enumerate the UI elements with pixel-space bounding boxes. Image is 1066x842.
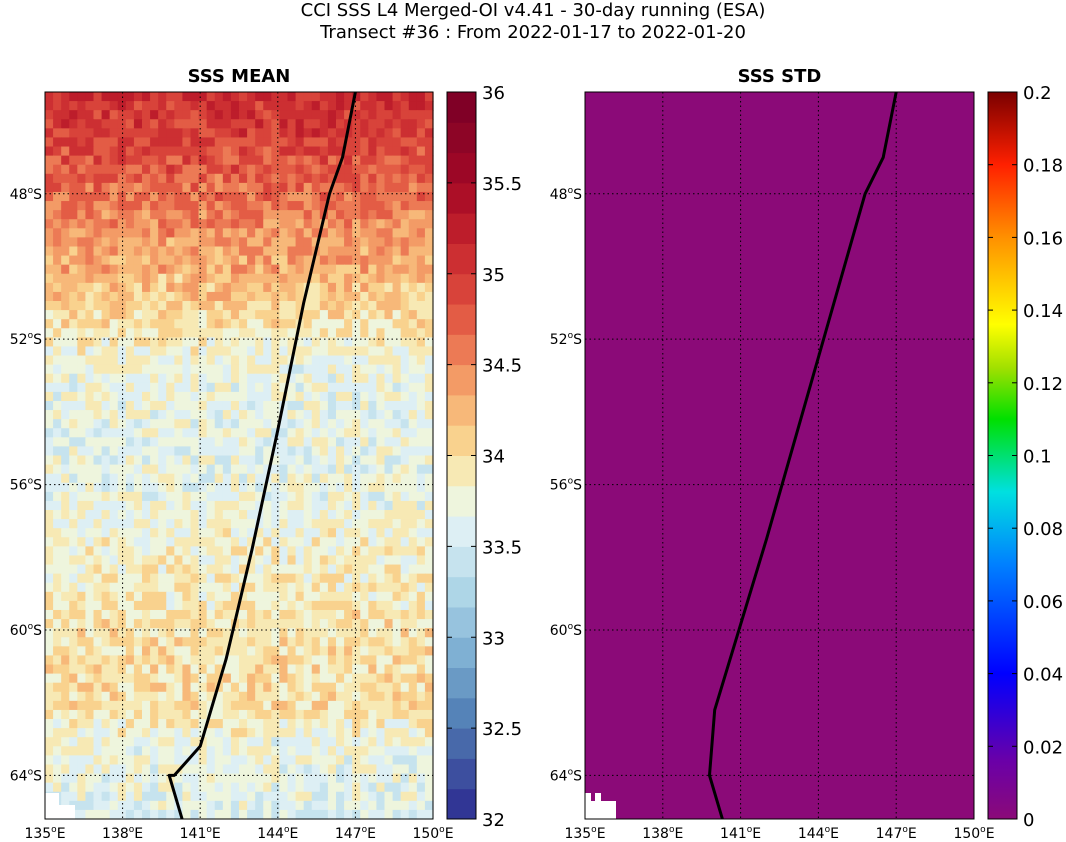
colorbar-tick-label: 0.08 xyxy=(1023,519,1063,540)
y-tick-label: 64oS xyxy=(10,767,42,784)
sss-std-panel xyxy=(584,91,975,820)
x-tick-label: 147oE xyxy=(876,825,917,842)
colorbar-tick-label: 33 xyxy=(482,628,505,649)
colorbar-swatch xyxy=(447,425,476,456)
transect-line xyxy=(167,91,357,820)
colorbar-swatch xyxy=(447,637,476,669)
std-field xyxy=(585,92,974,819)
x-tick-label: 141oE xyxy=(180,825,221,842)
colorbar-swatch xyxy=(447,273,476,305)
colorbar-swatch xyxy=(447,455,476,487)
colorbar-tick-label: 34.5 xyxy=(482,356,522,377)
colorbar-swatch xyxy=(447,728,476,759)
colorbar-tick-label: 0.16 xyxy=(1023,228,1063,249)
colorbar-swatch xyxy=(447,758,476,790)
colorbar-swatch xyxy=(447,576,476,608)
colorbar-swatch xyxy=(447,243,476,275)
y-tick-label: 60oS xyxy=(550,622,582,639)
y-tick-label: 48oS xyxy=(550,186,582,203)
plot-frame xyxy=(584,91,975,820)
colorbar-swatch xyxy=(447,394,476,426)
colorbar-tick-label: 0.02 xyxy=(1023,737,1063,758)
colorbar-swatch xyxy=(447,546,476,578)
y-tick-label: 60oS xyxy=(10,622,42,639)
x-tick-label: 135oE xyxy=(24,825,65,842)
x-tick-label: 147oE xyxy=(335,825,376,842)
colorbar-swatch xyxy=(447,364,476,396)
panel-title: SSS STD xyxy=(738,66,822,87)
colorbar xyxy=(446,91,477,820)
colorbar-swatch xyxy=(447,152,476,184)
sss-mean-panel xyxy=(44,91,434,820)
colorbar-tick-label: 36 xyxy=(482,83,505,104)
colorbar-tick-label: 34 xyxy=(482,447,505,468)
y-tick-label: 64oS xyxy=(550,767,582,784)
x-tick-label: 138oE xyxy=(102,825,143,842)
colorbar-tick-label: 35.5 xyxy=(482,174,522,195)
panel-title: SSS MEAN xyxy=(188,66,291,87)
y-tick-label: 56oS xyxy=(550,477,582,494)
colorbar xyxy=(987,91,1018,820)
colorbar-tick-label: 0.12 xyxy=(1023,374,1063,395)
colorbar-swatch xyxy=(447,182,476,214)
colorbar-swatch xyxy=(447,92,476,123)
transect-line xyxy=(708,91,898,820)
colorbar-tick-label: 32.5 xyxy=(482,719,522,740)
colorbar-swatch xyxy=(447,606,476,638)
colorbar-tick-label: 0.2 xyxy=(1023,83,1052,104)
x-tick-label: 135oE xyxy=(564,825,605,842)
y-tick-label: 48oS xyxy=(10,186,42,203)
colorbar-tick-label: 33.5 xyxy=(482,537,522,558)
x-tick-label: 144oE xyxy=(798,825,839,842)
colorbar-tick-label: 32 xyxy=(482,810,505,831)
colorbar-tick-label: 0.18 xyxy=(1023,156,1063,177)
colorbar-tick-label: 0.14 xyxy=(1023,301,1063,322)
colorbar-tick-label: 0.04 xyxy=(1023,665,1063,686)
colorbar-swatch xyxy=(447,697,476,729)
x-tick-label: 141oE xyxy=(720,825,761,842)
colorbar-tick-label: 0.06 xyxy=(1023,592,1063,613)
colorbar-swatch xyxy=(447,516,476,547)
y-tick-label: 56oS xyxy=(10,477,42,494)
y-tick-label: 52oS xyxy=(550,331,582,348)
no-data-patch xyxy=(45,793,59,819)
colorbar-tick-label: 35 xyxy=(482,265,505,286)
colorbar-swatch xyxy=(447,334,476,366)
figure-subtitle: Transect #36 : From 2022-01-17 to 2022-0… xyxy=(320,22,746,43)
figure-title: CCI SSS L4 Merged-OI v4.41 - 30-day runn… xyxy=(300,0,766,21)
colorbar-swatch xyxy=(447,667,476,699)
x-tick-label: 138oE xyxy=(642,825,683,842)
colorbar-swatch xyxy=(447,788,476,820)
colorbar-tick-label: 0 xyxy=(1023,810,1034,831)
colorbar-swatch xyxy=(447,213,476,244)
colorbar-swatch xyxy=(447,304,476,335)
colorbar-swatch xyxy=(447,485,476,517)
x-tick-label: 144oE xyxy=(257,825,298,842)
y-tick-label: 52oS xyxy=(10,331,42,348)
x-tick-label: 150oE xyxy=(412,825,453,842)
plot-frame xyxy=(44,91,434,820)
x-tick-label: 150oE xyxy=(953,825,994,842)
colorbar-tick-label: 0.1 xyxy=(1023,447,1052,468)
colorbar-swatch xyxy=(447,122,476,154)
